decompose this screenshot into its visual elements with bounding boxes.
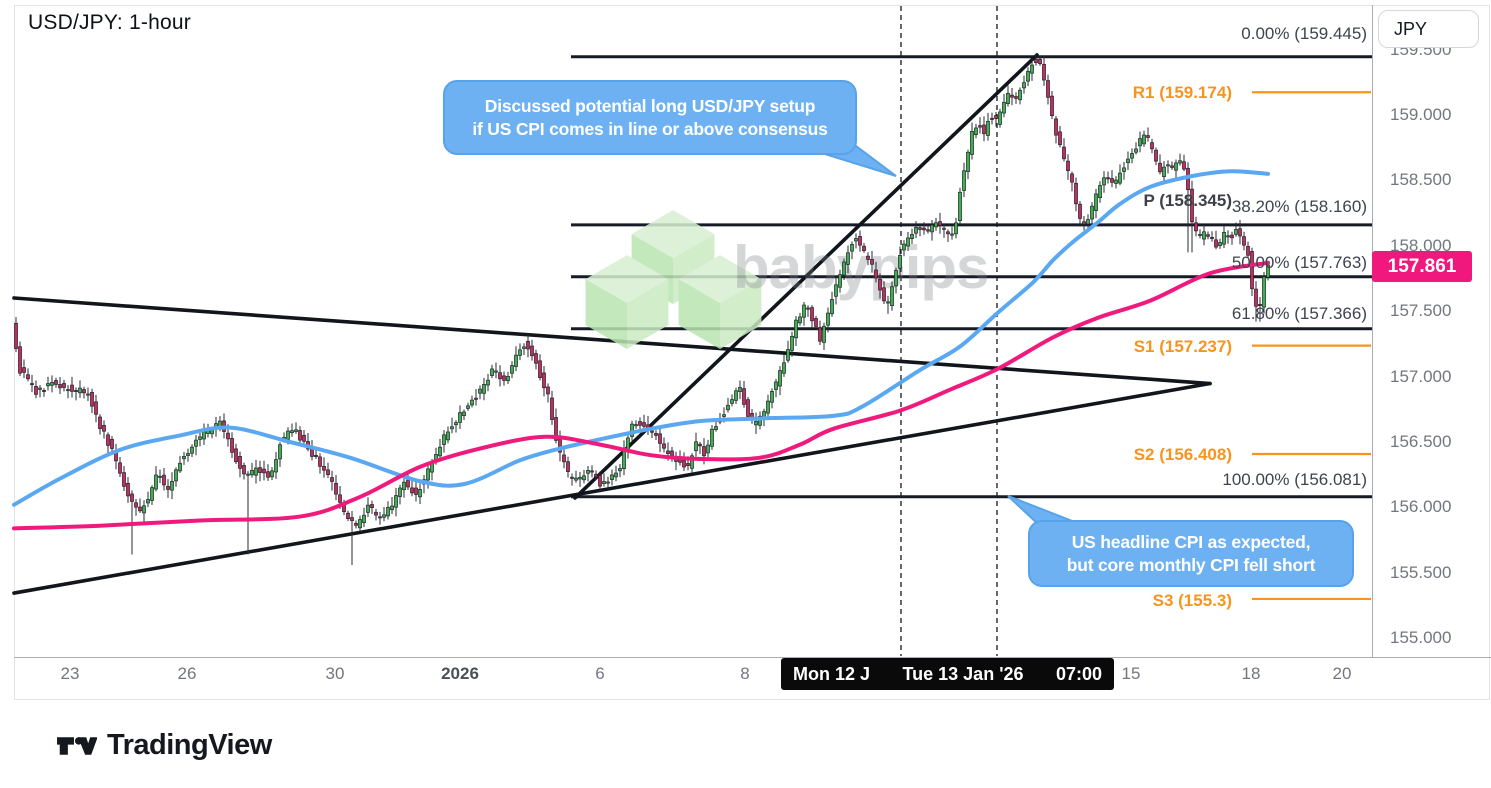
time-axis-label: 30 [325, 664, 345, 683]
price-axis-label: 155.500 [1390, 562, 1452, 582]
price-axis-label: 156.000 [1390, 497, 1452, 517]
pivot-lines [1252, 91, 1371, 601]
price-axis-label: 157.000 [1390, 366, 1452, 386]
candles [14, 53, 1270, 565]
pivot-label-r1: R1 (159.174) [1132, 83, 1232, 102]
ma-slow-pink-line [12, 260, 1270, 531]
babypips-watermark: babypips [585, 210, 989, 349]
ma-fast [12, 169, 1270, 507]
pivot-label-s1: S1 (157.237) [1133, 337, 1232, 356]
price-axis-label: 156.500 [1390, 432, 1452, 451]
date-tooltip-part: Mon 12 J [793, 663, 871, 684]
time-axis-label: 23 [60, 664, 80, 683]
time-axis-separator [14, 657, 1491, 658]
price-chart-canvas[interactable]: babypips [0, 0, 1491, 700]
price-axis-label: 158.500 [1390, 170, 1452, 190]
fib-label-382: 38.20% (158.160) [1231, 197, 1367, 216]
trendlines [12, 53, 1212, 595]
ma-slow [12, 260, 1270, 531]
tradingview-logo-icon [57, 736, 97, 755]
chart-title: USD/JPY: 1-hour [28, 11, 191, 34]
price-axis-separator [1372, 5, 1373, 657]
date-tooltip-part: 07:00 [1055, 663, 1102, 684]
time-axis-label: 26 [177, 664, 197, 683]
pivot-label-s3: S3 (155.3) [1152, 591, 1232, 610]
price-axis-label: 158.000 [1390, 235, 1452, 255]
date-tooltip-part: Tue 13 Jan '26 [902, 663, 1024, 684]
pivot-label-p: P (158.345) [1143, 191, 1232, 210]
annotation-bubble-cpi-setup[interactable]: Discussed potential long USD/JPY setup i… [443, 80, 857, 155]
fib-label-0: 0.00% (159.445) [1241, 24, 1367, 43]
time-axis-label: 20 [1332, 664, 1352, 683]
time-axis-label: 15 [1121, 664, 1141, 683]
date-tooltip: Mon 12 J Tue 13 Jan '26 07:00 [781, 658, 1114, 690]
bubble-line: US headline CPI as expected, [1071, 531, 1311, 552]
currency-button[interactable]: JPY [1378, 10, 1479, 48]
price-axis-label: 157.500 [1390, 301, 1452, 321]
time-axis-label: 18 [1241, 664, 1261, 683]
annotation-bubble-cpi-result[interactable]: US headline CPI as expected, but core mo… [1028, 520, 1354, 587]
time-axis-label: 2026 [441, 664, 479, 683]
chart-frame [14, 5, 1490, 700]
ma-fast-blue-line [12, 169, 1270, 507]
bubble-line: Discussed potential long USD/JPY setup [484, 95, 816, 116]
last-price-badge: 157.861 [1372, 251, 1472, 282]
fib-label-100: 100.00% (156.081) [1222, 470, 1367, 489]
tradingview-logo-text: TradingView [107, 729, 272, 761]
price-axis-label: 159.000 [1390, 105, 1452, 124]
bubble-line: but core monthly CPI fell short [1066, 554, 1316, 575]
tradingview-branding[interactable]: TradingView [55, 729, 272, 762]
bubble-line: if US CPI comes in line or above consens… [472, 118, 828, 139]
price-axis-label: 155.000 [1390, 628, 1452, 648]
fib-label-618: 61.80% (157.366) [1231, 304, 1367, 323]
time-axis-label: 6 [595, 664, 605, 683]
pivot-label-s2: S2 (156.408) [1133, 445, 1232, 464]
bubble-tails [811, 144, 1081, 525]
time-axis-label: 8 [740, 664, 750, 683]
event-vlines [900, 6, 998, 656]
fib-label-50: 50.00% (157.763) [1231, 253, 1367, 272]
